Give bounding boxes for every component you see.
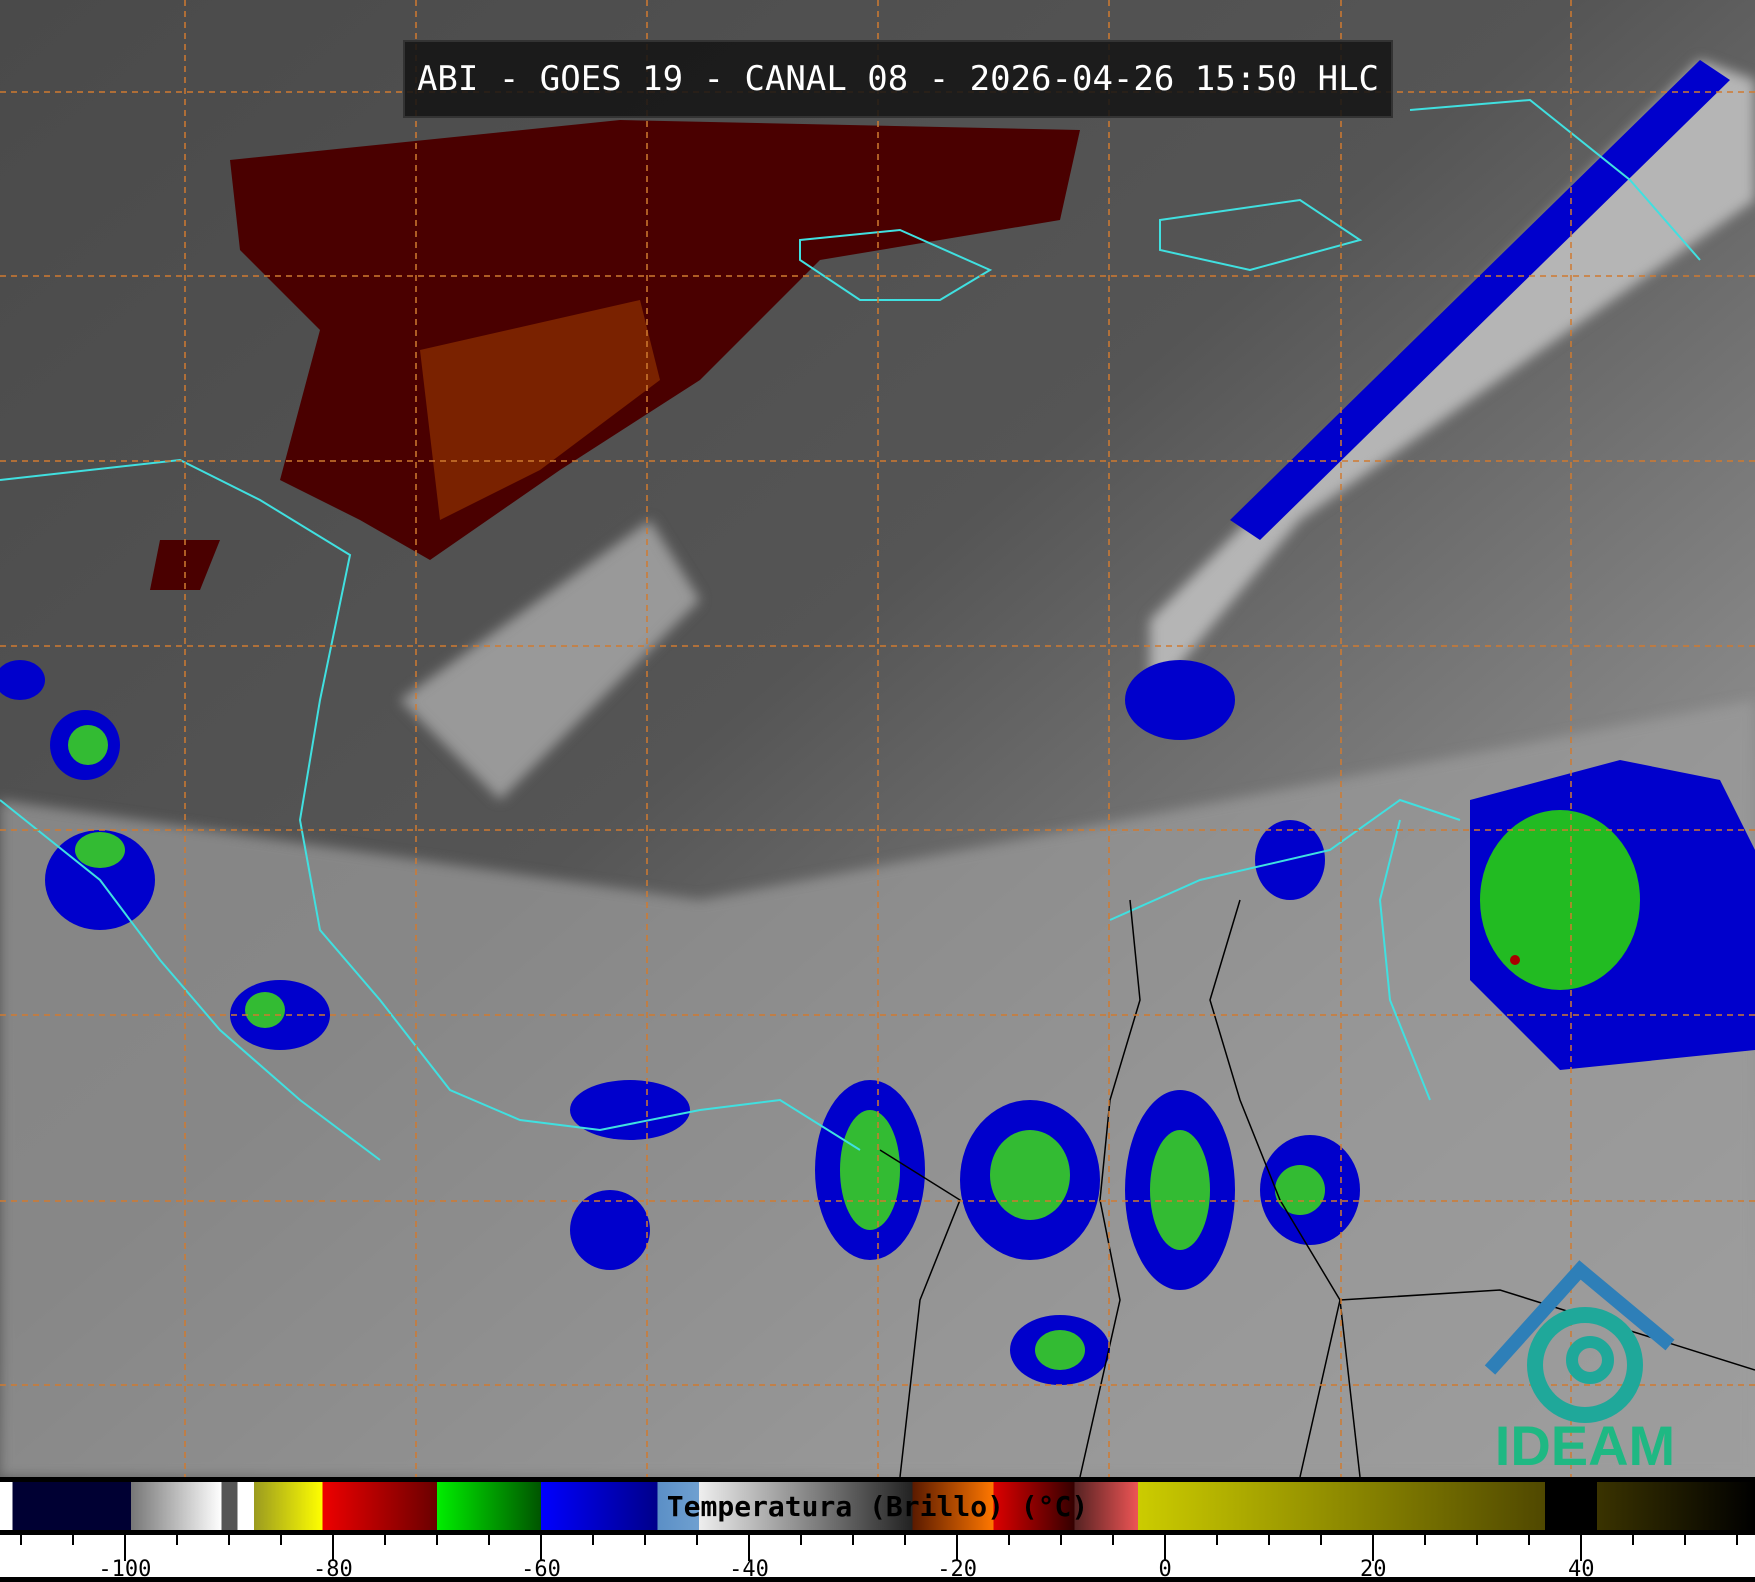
colorbar-tick (123, 1535, 126, 1561)
political-borders (879, 899, 1755, 1477)
colorbar-tick-label: 20 (1359, 1557, 1387, 1582)
image-title: ABI - GOES 19 - CANAL 08 - 2026-04-26 15… (403, 40, 1393, 118)
colorbar-tick (1632, 1535, 1635, 1545)
colorbar-tick (19, 1535, 22, 1545)
colorbar-tick (1268, 1535, 1271, 1545)
colorbar-tick (1216, 1535, 1219, 1545)
colorbar-tick (383, 1535, 386, 1545)
colorbar-tick (175, 1535, 178, 1545)
colorbar-tick (1320, 1535, 1323, 1545)
colorbar-tick (279, 1535, 282, 1545)
colorbar-tick (904, 1535, 907, 1545)
colorbar-tick (1112, 1535, 1115, 1545)
colorbar-tick (748, 1535, 751, 1561)
colorbar-tick (800, 1535, 803, 1545)
colorbar-tick (1164, 1535, 1167, 1561)
ideam-logo: IDEAM (1484, 1260, 1675, 1475)
colorbar-tick (956, 1535, 959, 1561)
colorbar-tick (852, 1535, 855, 1545)
colorbar-tick-label: -60 (521, 1557, 561, 1582)
colorbar-tick (1372, 1535, 1375, 1561)
colorbar-tick (539, 1535, 542, 1561)
colorbar-tick (227, 1535, 230, 1545)
colorbar-tick-label: -100 (98, 1557, 152, 1582)
colorbar-tick (1736, 1535, 1739, 1545)
colorbar-tick-label: -20 (937, 1557, 977, 1582)
svg-text:IDEAM: IDEAM (1495, 1414, 1675, 1475)
colorbar-tick (643, 1535, 646, 1545)
colorbar-tick (331, 1535, 334, 1561)
colorbar-tick-label: -80 (313, 1557, 353, 1582)
colorbar-tick (1476, 1535, 1479, 1545)
colorbar-tick-label: 40 (1568, 1557, 1595, 1582)
colorbar-tick (487, 1535, 490, 1545)
colorbar-tick (435, 1535, 438, 1545)
colorbar-tick (1528, 1535, 1531, 1545)
satellite-map (0, 0, 1755, 1477)
colorbar-tick (1008, 1535, 1011, 1545)
dry-air-region (150, 120, 1080, 590)
coastlines (0, 98, 1701, 1161)
colorbar-tick (1424, 1535, 1427, 1545)
colorbar-tick (696, 1535, 698, 1545)
convective-clouds (0, 60, 1755, 1385)
colorbar-tick-label: -40 (729, 1557, 769, 1582)
colorbar-tick (591, 1535, 594, 1545)
temperature-colorbar (0, 1482, 1755, 1530)
lat-lon-grid (0, 0, 1755, 1477)
colorbar-axis: -100 -80 -60 -40 -20 0 20 40 (0, 1535, 1755, 1582)
colorbar-tick (71, 1535, 74, 1545)
colorbar-tick (1684, 1535, 1687, 1545)
colorbar-tick (1580, 1535, 1583, 1561)
colorbar-tick-label: 0 (1158, 1557, 1172, 1582)
colorbar-tick (1060, 1535, 1063, 1545)
